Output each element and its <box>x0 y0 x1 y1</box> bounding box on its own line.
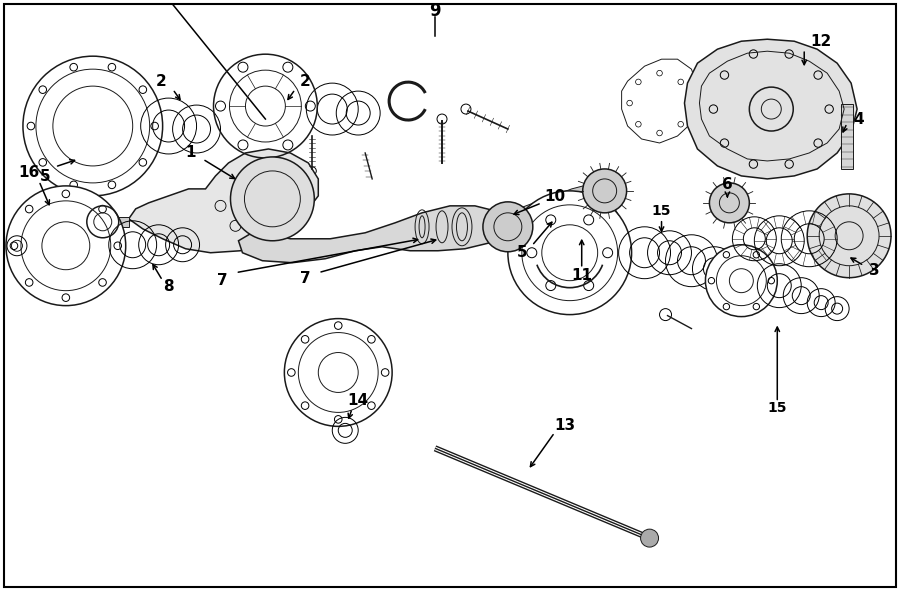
Text: 4: 4 <box>854 112 864 126</box>
Text: 6: 6 <box>722 178 733 192</box>
Text: 9: 9 <box>429 2 441 20</box>
Polygon shape <box>518 183 595 223</box>
Circle shape <box>709 183 750 223</box>
Text: 8: 8 <box>163 279 174 294</box>
Text: 7: 7 <box>217 273 228 288</box>
Text: 13: 13 <box>554 418 575 433</box>
Text: 3: 3 <box>868 263 879 278</box>
Circle shape <box>807 194 891 278</box>
Circle shape <box>641 529 659 547</box>
Circle shape <box>706 245 778 317</box>
Polygon shape <box>129 149 319 253</box>
Circle shape <box>582 169 626 213</box>
Polygon shape <box>685 39 857 179</box>
Text: 15: 15 <box>768 401 787 415</box>
Circle shape <box>508 191 632 314</box>
Text: 5: 5 <box>517 245 527 260</box>
Polygon shape <box>95 217 129 227</box>
Text: 14: 14 <box>347 393 369 408</box>
Polygon shape <box>238 206 505 263</box>
Text: 16: 16 <box>18 165 40 181</box>
Circle shape <box>284 319 392 427</box>
Text: 2: 2 <box>300 74 310 88</box>
Circle shape <box>6 186 126 306</box>
Circle shape <box>483 202 533 252</box>
Text: 7: 7 <box>300 271 310 286</box>
Circle shape <box>230 157 314 241</box>
Text: 15: 15 <box>652 204 671 218</box>
Text: 1: 1 <box>185 146 196 160</box>
Circle shape <box>22 56 163 196</box>
Text: 12: 12 <box>811 34 832 49</box>
Bar <box>842 104 853 169</box>
Text: 10: 10 <box>544 189 565 204</box>
Text: 5: 5 <box>40 169 50 185</box>
Text: 2: 2 <box>156 74 166 88</box>
Text: 11: 11 <box>572 268 592 283</box>
